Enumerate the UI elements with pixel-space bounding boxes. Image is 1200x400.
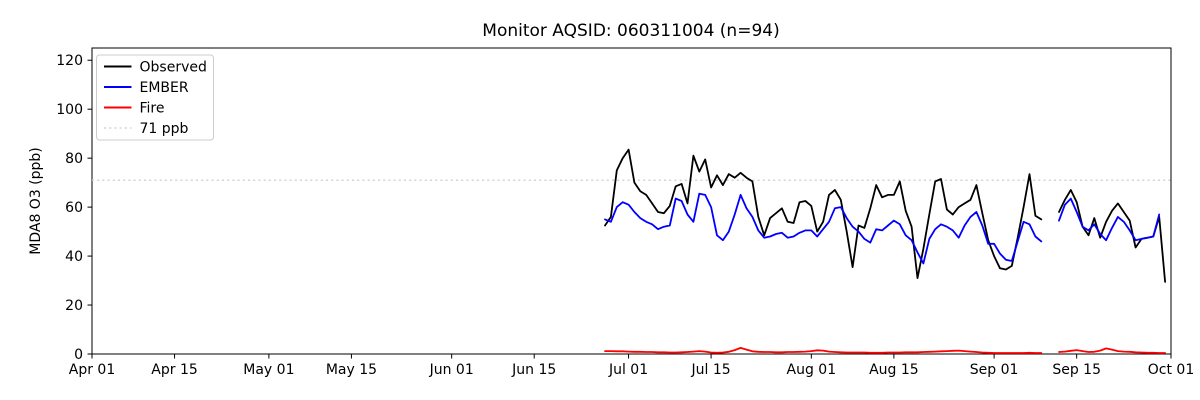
legend-box <box>96 54 214 141</box>
y-tick-label: 80 <box>65 151 83 167</box>
x-tick-label: Apr 01 <box>69 362 115 378</box>
x-tick-label: Aug 15 <box>869 362 919 378</box>
y-tick-label: 20 <box>65 298 83 314</box>
x-tick-label: Sep 15 <box>1052 362 1101 378</box>
y-tick-label: 100 <box>56 102 83 118</box>
legend: Observed EMBER Fire 71 ppb <box>96 54 214 141</box>
x-tick-label: Aug 01 <box>787 362 837 378</box>
chart-title: Monitor AQSID: 060311004 (n=94) <box>482 21 779 41</box>
x-tick-label: Oct 01 <box>1148 362 1194 378</box>
legend-entry-fire: Fire <box>104 101 165 117</box>
x-tick-label: Sep 01 <box>970 362 1019 378</box>
x-tick-label: Apr 15 <box>151 362 197 378</box>
legend-label-observed: Observed <box>140 60 207 76</box>
legend-label-fire: Fire <box>140 101 165 117</box>
x-tick-label: Jul 15 <box>691 362 731 378</box>
legend-entry-observed: Observed <box>104 60 207 76</box>
y-tick-label: 0 <box>74 347 83 363</box>
legend-label-ember: EMBER <box>140 80 189 96</box>
x-tick-label: Jun 15 <box>511 362 556 378</box>
x-axis: Apr 01 Apr 15 May 01 May 15 Jun 01 Jun 15 Jul … <box>69 354 1194 378</box>
legend-entry-ember: EMBER <box>104 80 189 96</box>
x-tick-label: Jun 01 <box>429 362 474 378</box>
y-tick-label: 120 <box>56 53 83 69</box>
x-tick-label: Jul 01 <box>608 362 648 378</box>
legend-entry-threshold: 71 ppb <box>104 121 189 137</box>
ember-line <box>604 192 1161 265</box>
x-tick-label: May 15 <box>326 362 377 378</box>
x-tick-label: May 01 <box>243 362 294 378</box>
y-axis: 0 20 40 60 80 100 120 <box>56 53 92 363</box>
series-lines <box>604 148 1166 354</box>
fire-line <box>604 347 1166 354</box>
legend-label-threshold: 71 ppb <box>140 121 189 137</box>
plot-border <box>91 47 1172 355</box>
y-tick-label: 60 <box>65 200 83 216</box>
y-axis-label: MDA8 O3 (ppb) <box>28 147 44 255</box>
y-tick-label: 40 <box>65 249 83 265</box>
